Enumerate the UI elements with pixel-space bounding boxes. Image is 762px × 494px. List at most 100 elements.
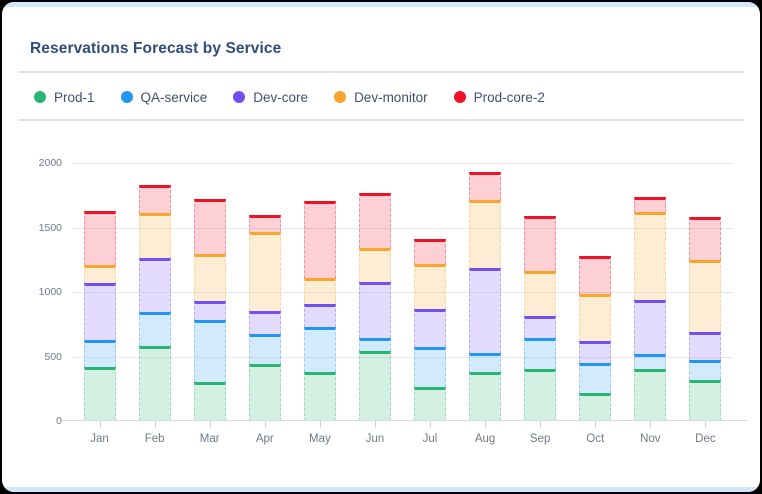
stacked-bar-chart: 0 500 1000 1500 2000 Jan Feb Mar Apr May Jun Jul Au… bbox=[39, 157, 747, 445]
legend-swatch-icon bbox=[120, 91, 133, 103]
bar-segment-prod-1-jun[interactable] bbox=[358, 350, 391, 421]
bar-segment-qa-service-jan[interactable] bbox=[83, 339, 116, 367]
bar-segment-qa-service-jun[interactable] bbox=[358, 337, 391, 351]
bar-segment-dev-monitor-jul[interactable] bbox=[414, 263, 446, 310]
bar-segment-dev-monitor-nov[interactable] bbox=[634, 212, 667, 300]
bar-segment-prod-1-nov[interactable] bbox=[634, 368, 667, 421]
x-axis-label-dec: Dec bbox=[695, 433, 716, 445]
bar-segment-dev-monitor-dec[interactable] bbox=[689, 259, 722, 333]
bar-segment-dev-monitor-jan[interactable] bbox=[83, 264, 116, 283]
y-axis-tick-label: 0 bbox=[56, 415, 62, 427]
y-axis-tick-label: 2000 bbox=[38, 157, 62, 169]
bar-group-oct: Oct bbox=[568, 163, 623, 445]
bar-segment-dev-monitor-may[interactable] bbox=[303, 278, 336, 304]
bar-segment-dev-core-aug[interactable] bbox=[469, 267, 502, 353]
bar-segment-dev-core-mar[interactable] bbox=[193, 301, 226, 321]
bar-segment-prod-core-2-may[interactable] bbox=[303, 201, 336, 279]
x-axis-label-mar: Mar bbox=[199, 433, 220, 445]
gridline bbox=[72, 163, 733, 164]
bar-segment-prod-core-2-dec[interactable] bbox=[689, 217, 722, 260]
bar-segment-qa-service-nov[interactable] bbox=[634, 353, 667, 369]
bar-group-sep: Sep bbox=[513, 163, 568, 445]
x-axis-label-may: May bbox=[308, 433, 331, 445]
bar-group-aug: Aug bbox=[458, 163, 513, 445]
bar-segment-prod-1-dec[interactable] bbox=[689, 380, 722, 421]
legend-item-dev-core[interactable]: Dev-core bbox=[233, 90, 308, 105]
divider bbox=[18, 71, 744, 73]
axis-tick bbox=[154, 421, 156, 428]
bar-segment-prod-core-2-jan[interactable] bbox=[83, 211, 116, 265]
bar-segment-qa-service-may[interactable] bbox=[303, 327, 336, 372]
bar-segment-qa-service-dec[interactable] bbox=[689, 359, 722, 381]
legend-item-prod-1[interactable]: Prod-1 bbox=[34, 90, 95, 105]
bar-segment-dev-core-feb[interactable] bbox=[138, 258, 171, 313]
bar-segment-prod-core-2-feb[interactable] bbox=[138, 184, 171, 214]
bar-segment-prod-1-oct[interactable] bbox=[579, 393, 612, 421]
axis-tick bbox=[540, 421, 542, 428]
bar-segment-dev-core-may[interactable] bbox=[303, 303, 336, 328]
bar-segment-qa-service-mar[interactable] bbox=[193, 320, 226, 383]
bar-segment-dev-core-jul[interactable] bbox=[414, 309, 446, 347]
bar-segment-qa-service-aug[interactable] bbox=[469, 352, 502, 372]
legend-item-dev-monitor[interactable]: Dev-monitor bbox=[334, 90, 428, 105]
bar-segment-prod-1-feb[interactable] bbox=[138, 346, 171, 421]
bar-aug bbox=[469, 163, 502, 421]
legend-label: Dev-monitor bbox=[354, 89, 428, 105]
bar-segment-dev-core-oct[interactable] bbox=[579, 341, 612, 363]
bar-segment-prod-core-2-apr[interactable] bbox=[248, 215, 281, 233]
bar-segment-dev-monitor-aug[interactable] bbox=[469, 200, 502, 268]
bar-segment-dev-core-sep[interactable] bbox=[524, 315, 557, 338]
x-axis-label-jul: Jul bbox=[422, 433, 438, 445]
bar-segment-dev-core-dec[interactable] bbox=[689, 332, 722, 360]
bar-segment-dev-core-nov[interactable] bbox=[634, 299, 667, 354]
bar-segment-dev-monitor-oct[interactable] bbox=[579, 293, 612, 342]
bar-segment-prod-core-2-nov[interactable] bbox=[634, 197, 667, 213]
bar-segment-qa-service-feb[interactable] bbox=[138, 312, 171, 347]
bar-segment-dev-core-apr[interactable] bbox=[248, 310, 281, 334]
bar-jan bbox=[83, 163, 116, 421]
axis-tick bbox=[650, 421, 652, 428]
bar-group-jun: Jun bbox=[347, 163, 402, 445]
bar-segment-dev-monitor-feb[interactable] bbox=[138, 213, 171, 259]
bar-segment-prod-1-may[interactable] bbox=[303, 371, 336, 421]
bar-segment-dev-core-jan[interactable] bbox=[83, 283, 116, 340]
bar-segment-qa-service-oct[interactable] bbox=[579, 362, 612, 394]
bar-segment-prod-1-jul[interactable] bbox=[414, 386, 446, 421]
legend-item-prod-core-2[interactable]: Prod-core-2 bbox=[453, 90, 545, 105]
bar-segment-prod-1-mar[interactable] bbox=[193, 382, 226, 421]
bar-group-nov: Nov bbox=[623, 163, 678, 445]
bar-segment-dev-monitor-apr[interactable] bbox=[248, 232, 281, 311]
bar-segment-prod-core-2-jun[interactable] bbox=[358, 193, 391, 249]
legend-label: Prod-1 bbox=[54, 89, 95, 105]
bar-segment-prod-core-2-aug[interactable] bbox=[469, 172, 502, 201]
bar-segment-dev-monitor-jun[interactable] bbox=[358, 248, 391, 283]
legend-swatch-icon bbox=[453, 91, 466, 103]
bar-segment-prod-core-2-sep[interactable] bbox=[524, 215, 557, 271]
bar-group-apr: Apr bbox=[237, 163, 292, 445]
bar-segment-prod-core-2-oct[interactable] bbox=[579, 255, 612, 294]
bar-groups: Jan Feb Mar Apr May Jun Jul Aug Sep Oct Nov Dec bbox=[72, 163, 733, 445]
divider bbox=[18, 119, 744, 121]
bar-segment-dev-monitor-mar[interactable] bbox=[193, 253, 226, 302]
bar-segment-qa-service-apr[interactable] bbox=[248, 333, 281, 364]
bar-segment-prod-1-apr[interactable] bbox=[248, 363, 281, 421]
bar-segment-dev-core-jun[interactable] bbox=[358, 282, 391, 338]
y-axis-tick-label: 500 bbox=[44, 350, 62, 363]
legend-label: QA-service bbox=[140, 89, 208, 105]
bar-segment-prod-core-2-mar[interactable] bbox=[193, 199, 226, 254]
bar-segment-qa-service-jul[interactable] bbox=[414, 346, 446, 387]
bar-segment-dev-monitor-sep[interactable] bbox=[524, 270, 557, 316]
bar-segment-prod-1-jan[interactable] bbox=[83, 366, 116, 421]
axis-tick bbox=[209, 421, 211, 428]
bar-segment-prod-1-aug[interactable] bbox=[469, 371, 502, 421]
legend-item-qa-service[interactable]: QA-service bbox=[120, 89, 208, 105]
bar-segment-qa-service-sep[interactable] bbox=[524, 337, 557, 369]
x-axis-label-jun: Jun bbox=[365, 433, 385, 445]
axis-tick bbox=[99, 421, 101, 428]
axis-tick bbox=[264, 421, 266, 428]
bar-segment-prod-1-sep[interactable] bbox=[524, 368, 557, 421]
bar-jun bbox=[358, 163, 391, 421]
bar-oct bbox=[579, 163, 612, 421]
bar-segment-prod-core-2-jul[interactable] bbox=[414, 238, 446, 264]
